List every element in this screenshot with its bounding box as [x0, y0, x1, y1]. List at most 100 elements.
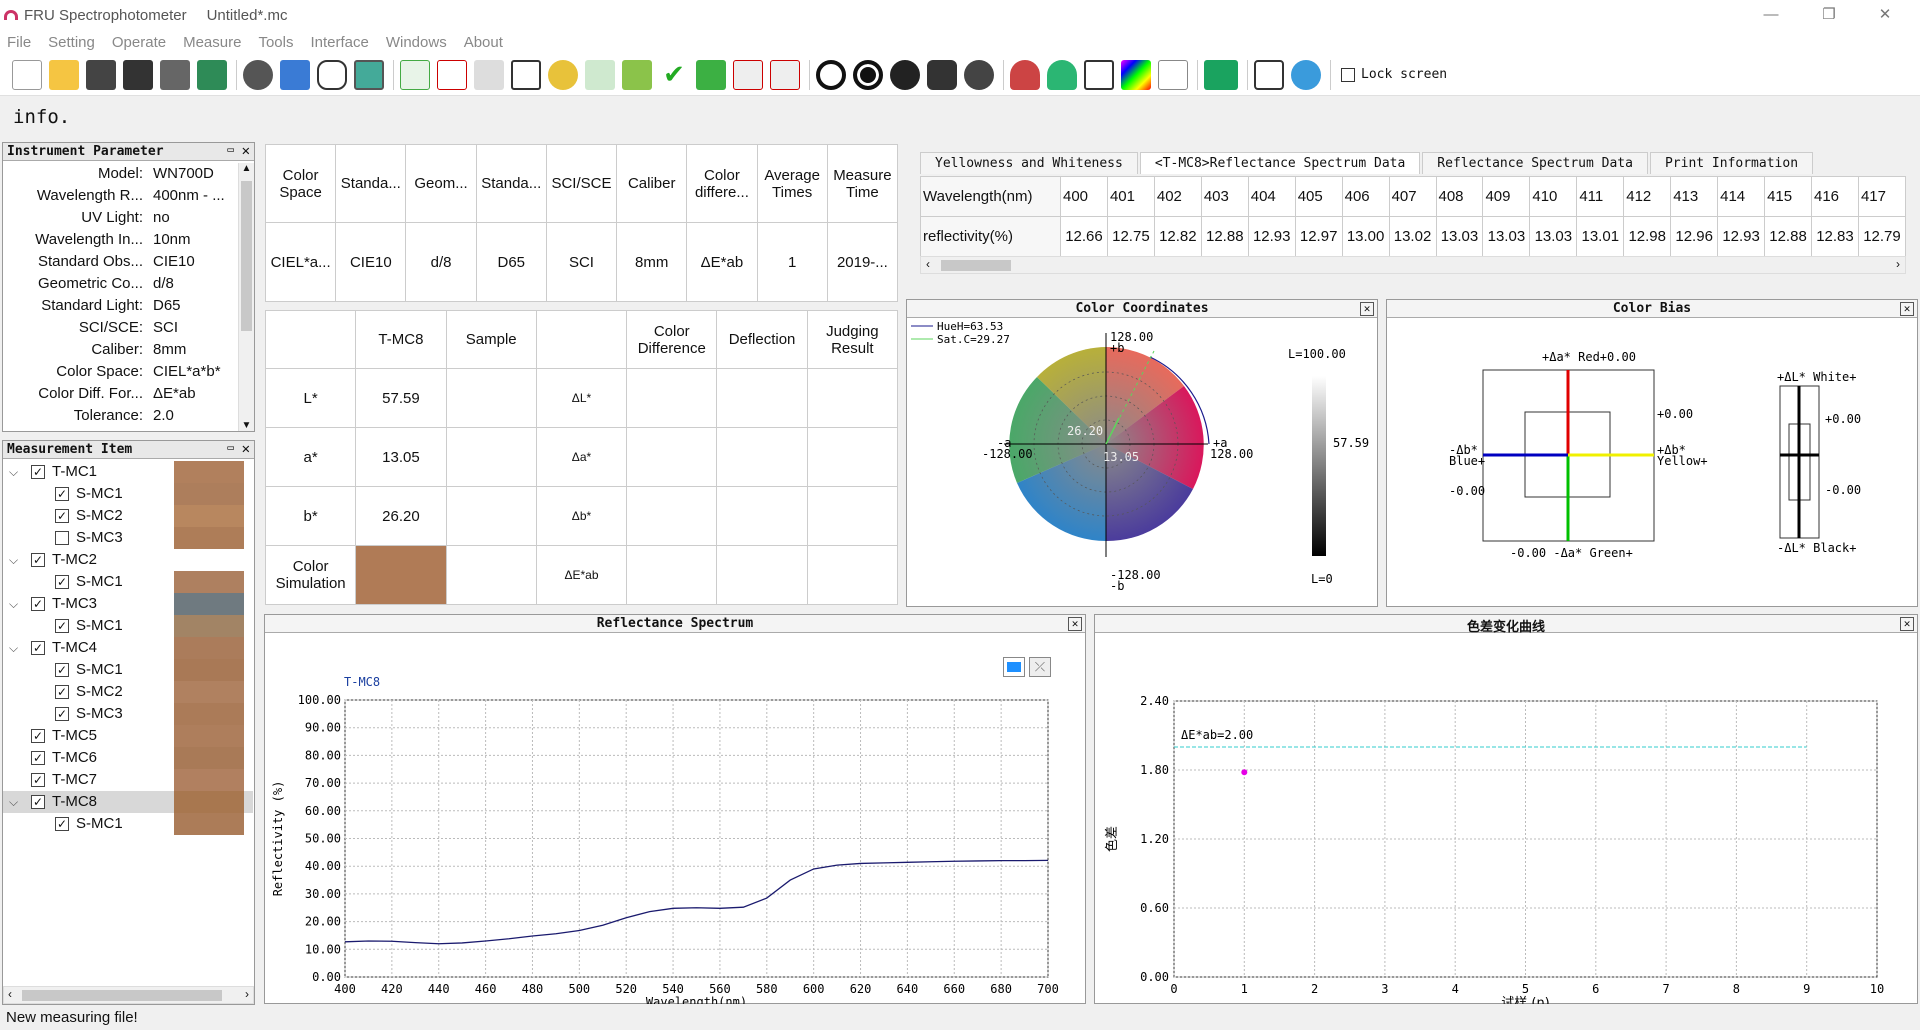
item-checkbox[interactable]: ✓: [31, 751, 45, 765]
checkbox-box[interactable]: [1341, 67, 1355, 82]
copy-icon[interactable]: [622, 59, 652, 90]
tree-item-sample[interactable]: ✓ S-MC2: [3, 505, 253, 527]
vertical-scrollbar[interactable]: ▲ ▼: [238, 163, 254, 431]
tab-3[interactable]: Print Information: [1649, 152, 1814, 174]
item-checkbox[interactable]: ✓: [55, 487, 69, 501]
open-folder-icon[interactable]: [49, 59, 79, 90]
s-mode-icon[interactable]: [927, 59, 957, 90]
tree-item-sample[interactable]: ✓ S-MC1: [3, 659, 253, 681]
paperclip-icon[interactable]: [317, 59, 347, 90]
chevron-down-icon[interactable]: ⌵: [9, 465, 19, 479]
black-calibration-icon[interactable]: [853, 59, 883, 90]
item-checkbox[interactable]: ✓: [55, 663, 69, 677]
compare-icon[interactable]: [1204, 59, 1238, 90]
scroll-right-icon[interactable]: ›: [1896, 257, 1900, 271]
item-checkbox[interactable]: ✓: [55, 707, 69, 721]
chevron-down-icon[interactable]: ⌵: [9, 597, 19, 611]
tree-item-standard[interactable]: ⌵ ✓ T-MC4: [3, 637, 253, 659]
lock-screen-checkbox[interactable]: Lock screen: [1341, 67, 1447, 82]
item-checkbox[interactable]: [55, 531, 69, 545]
tree-item-standard[interactable]: ⌵ ✓ T-MC3: [3, 593, 253, 615]
tree-item-standard[interactable]: ⌵ ✓ T-MC2: [3, 549, 253, 571]
close-window-button[interactable]: ✕: [1878, 6, 1892, 23]
scroll-thumb[interactable]: [22, 990, 222, 1001]
close-icon[interactable]: ✕: [1900, 617, 1914, 631]
menu-interface[interactable]: Interface: [310, 33, 369, 51]
menu-measure[interactable]: Measure: [183, 33, 242, 51]
tab-0[interactable]: Yellowness and Whiteness: [920, 152, 1138, 174]
close-icon[interactable]: ✕: [241, 143, 250, 159]
close-icon[interactable]: ✕: [1068, 617, 1082, 631]
clear-icon[interactable]: [733, 59, 763, 90]
text-tool-icon[interactable]: [1158, 59, 1188, 90]
item-checkbox[interactable]: ✓: [55, 509, 69, 523]
chevron-down-icon[interactable]: ⌵: [9, 795, 19, 809]
minimize-button[interactable]: —: [1763, 6, 1779, 23]
item-checkbox[interactable]: ✓: [31, 795, 45, 809]
cloud-download-icon[interactable]: [1010, 59, 1040, 90]
chart-reset-button[interactable]: ⤫: [1029, 657, 1051, 677]
close-icon[interactable]: ✕: [241, 441, 250, 457]
sheet-icon[interactable]: [585, 59, 615, 90]
tree-item-sample[interactable]: ✓ S-MC1: [3, 571, 253, 593]
horizontal-scrollbar[interactable]: ‹ ›: [920, 256, 1906, 274]
tab-1[interactable]: <T-MC8>Reflectance Spectrum Data: [1139, 152, 1421, 174]
tree-item-standard[interactable]: ⌵ ✓ T-MC8: [3, 791, 253, 813]
menu-windows[interactable]: Windows: [385, 33, 447, 51]
tree-item-sample[interactable]: ✓ S-MC1: [3, 483, 253, 505]
scroll-right-icon[interactable]: ›: [245, 987, 249, 1001]
item-checkbox[interactable]: ✓: [31, 641, 45, 655]
tree-item-standard[interactable]: ⌵ ✓ T-MC1: [3, 461, 253, 483]
t-mode-icon[interactable]: [890, 59, 920, 90]
export-excel-icon[interactable]: [197, 59, 227, 90]
tree-item-standard[interactable]: ✓ T-MC7: [3, 769, 253, 791]
tree-item-standard[interactable]: ✓ T-MC6: [3, 747, 253, 769]
menu-tools[interactable]: Tools: [258, 33, 294, 51]
chevron-down-icon[interactable]: ⌵: [9, 553, 19, 567]
menu-file[interactable]: File: [7, 33, 32, 51]
horizontal-scrollbar[interactable]: ‹ ›: [3, 986, 254, 1004]
menu-about[interactable]: About: [463, 33, 503, 51]
delete-icon[interactable]: [770, 59, 800, 90]
item-checkbox[interactable]: ✓: [55, 575, 69, 589]
check-icon[interactable]: ✔: [659, 59, 689, 90]
tree-item-sample[interactable]: ✓ S-MC2: [3, 681, 253, 703]
item-checkbox[interactable]: ✓: [31, 465, 45, 479]
edit-icon[interactable]: [474, 59, 504, 90]
tree-item-sample[interactable]: ✓ S-MC1: [3, 813, 253, 835]
scroll-left-icon[interactable]: ‹: [8, 987, 12, 1001]
menu-operate[interactable]: Operate: [111, 33, 167, 51]
print-icon[interactable]: [160, 59, 190, 90]
color-palette-icon[interactable]: [1121, 59, 1151, 90]
pin-icon[interactable]: ▭: [227, 143, 234, 156]
tree-item-sample[interactable]: ✓ S-MC1: [3, 615, 253, 637]
settings-cog-icon[interactable]: [964, 59, 994, 90]
save-as-icon[interactable]: [123, 59, 153, 90]
item-checkbox[interactable]: ✓: [55, 817, 69, 831]
item-checkbox[interactable]: ✓: [31, 773, 45, 787]
measure-icon[interactable]: [511, 59, 541, 90]
pin-icon[interactable]: ▭: [227, 441, 234, 454]
tab-2[interactable]: Reflectance Spectrum Data: [1422, 152, 1648, 174]
restore-button[interactable]: ❐: [1822, 6, 1836, 23]
tree-item-standard[interactable]: ✓ T-MC5: [3, 725, 253, 747]
item-checkbox[interactable]: ✓: [55, 685, 69, 699]
item-checkbox[interactable]: ✓: [31, 553, 45, 567]
info-icon[interactable]: [1291, 59, 1321, 90]
item-checkbox[interactable]: ✓: [31, 729, 45, 743]
delete-file-icon[interactable]: [437, 59, 467, 90]
menu-setting[interactable]: Setting: [48, 33, 95, 51]
cube-icon[interactable]: [280, 59, 310, 90]
import-icon[interactable]: [400, 59, 430, 90]
scroll-down-icon[interactable]: ▼: [241, 420, 252, 431]
scroll-thumb[interactable]: [941, 260, 1011, 271]
new-file-icon[interactable]: [12, 59, 42, 90]
close-icon[interactable]: ✕: [1900, 302, 1914, 316]
sign-icon[interactable]: [1084, 59, 1114, 90]
scroll-thumb[interactable]: [241, 181, 252, 331]
help-icon[interactable]: [1254, 59, 1284, 90]
tree-item-sample[interactable]: S-MC3: [3, 527, 253, 549]
chevron-down-icon[interactable]: ⌵: [9, 641, 19, 655]
scroll-left-icon[interactable]: ‹: [926, 257, 930, 271]
scroll-up-icon[interactable]: ▲: [241, 163, 252, 174]
